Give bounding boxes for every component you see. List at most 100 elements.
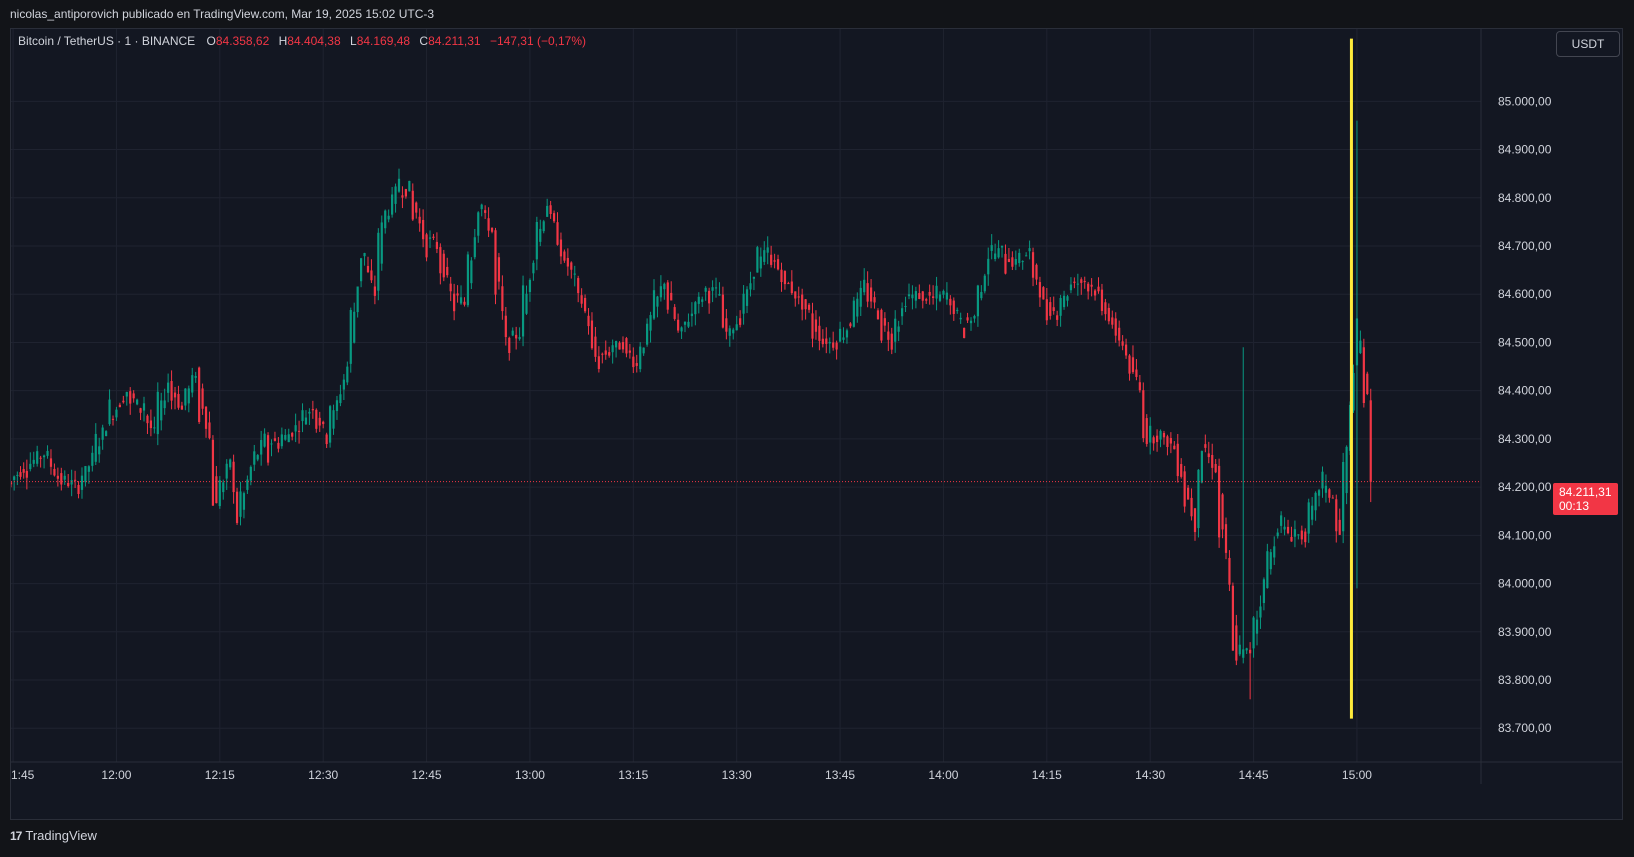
currency-button[interactable]: USDT <box>1556 31 1620 57</box>
candle-body <box>632 356 635 368</box>
candle-body <box>687 321 690 327</box>
candle-body <box>887 331 890 340</box>
candle-body <box>1283 526 1286 530</box>
candle-body <box>956 309 959 311</box>
candle-body <box>425 234 428 258</box>
candle-body <box>1142 390 1145 439</box>
candlestick-chart[interactable]: 85.000,00 84.900,00 84.800,00 84.700,00 84.6… <box>11 29 1622 819</box>
candle-body <box>442 253 445 278</box>
candle-body <box>969 320 973 324</box>
brand-name: TradingView <box>25 828 97 843</box>
candle-body <box>273 438 277 441</box>
candle-body <box>1007 258 1011 263</box>
candle-body <box>1314 492 1317 511</box>
x-tick-label: 13:00 <box>515 768 545 782</box>
candle-body <box>260 440 263 455</box>
candle-body <box>559 239 563 257</box>
x-tick-label: 13:30 <box>722 768 752 782</box>
y-tick-label: 83.900,00 <box>1498 625 1552 639</box>
candle-body <box>39 457 42 459</box>
candle-body <box>659 286 662 298</box>
candle-body <box>1155 435 1159 442</box>
x-tick-label: 12:45 <box>412 768 442 782</box>
candle-body <box>308 411 311 414</box>
symbol-label[interactable]: Bitcoin / TetherUS · 1 · BINANCE <box>18 34 196 48</box>
candle-body <box>1200 451 1203 483</box>
candle-body <box>294 425 297 432</box>
candle-body <box>246 479 249 490</box>
chart-panel[interactable]: 85.000,00 84.900,00 84.800,00 84.700,00 84.6… <box>10 28 1623 820</box>
candle-body <box>1000 245 1004 248</box>
candle-body <box>180 405 184 410</box>
candle-body <box>608 352 611 356</box>
candle-body <box>249 466 252 481</box>
candle-body <box>1138 382 1141 391</box>
low-value: 84.169,48 <box>356 34 411 48</box>
candle-body <box>297 430 301 432</box>
candle-body <box>1369 400 1372 482</box>
candle-body <box>894 318 897 342</box>
candle-body <box>621 342 625 350</box>
candle-body <box>415 202 418 213</box>
candle-body <box>198 367 201 422</box>
candle-body <box>897 326 900 332</box>
candle-body <box>849 323 852 327</box>
candle-body <box>863 279 866 293</box>
candle-body <box>453 293 456 312</box>
candle-body <box>618 342 621 350</box>
candle-body <box>1231 585 1234 651</box>
candle-body <box>807 304 811 310</box>
candle-body <box>1187 487 1190 500</box>
candle-body <box>1190 497 1193 517</box>
x-tick-label: 14:45 <box>1239 768 1269 782</box>
candle-body <box>404 189 407 197</box>
high-value: 84.404,38 <box>287 34 341 48</box>
candle-body <box>339 394 342 404</box>
candle-body <box>1011 257 1014 267</box>
y-tick-label: 84.800,00 <box>1498 191 1552 205</box>
candle-body <box>22 469 25 473</box>
candle-body <box>1321 471 1324 489</box>
candle-body <box>484 210 487 213</box>
candle-body <box>680 327 683 332</box>
candle-body <box>1090 284 1093 287</box>
y-tick-label: 84.100,00 <box>1498 528 1552 542</box>
candle-body <box>490 227 494 232</box>
candle-body <box>921 291 924 301</box>
candle-body <box>463 301 466 305</box>
candle-body <box>108 399 111 425</box>
footer-branding[interactable]: 17 TradingView <box>10 828 97 843</box>
candle-body <box>521 285 525 337</box>
candle-body <box>683 321 687 325</box>
candle-body <box>1252 617 1255 649</box>
candle-body <box>439 247 442 274</box>
candle-body <box>714 287 718 289</box>
candle-body <box>139 408 142 413</box>
candle-body <box>1293 529 1297 537</box>
candle-body <box>280 434 283 447</box>
candle-body <box>1045 299 1048 321</box>
candle-body <box>907 294 911 297</box>
candle-body <box>711 287 714 291</box>
x-tick-label: 12:30 <box>308 768 338 782</box>
candle-body <box>880 309 883 341</box>
y-tick-label: 85.000,00 <box>1498 94 1552 108</box>
candle-body <box>814 319 818 332</box>
candle-body <box>959 317 962 320</box>
high-label: H <box>278 34 288 48</box>
candle-body <box>342 379 345 390</box>
candle-body <box>311 409 314 411</box>
candle-body <box>739 318 742 325</box>
candle-body <box>742 293 745 314</box>
candle-body <box>511 330 514 336</box>
candle-body <box>1276 532 1279 537</box>
candle-body <box>1131 357 1135 373</box>
candle-body <box>173 392 177 398</box>
candle-body <box>418 216 421 224</box>
candle-body <box>16 474 19 476</box>
candle-body <box>1107 307 1110 322</box>
candle-body <box>1218 465 1221 538</box>
candle-body <box>480 204 483 210</box>
candle-body <box>825 338 828 344</box>
candle-body <box>359 258 363 282</box>
